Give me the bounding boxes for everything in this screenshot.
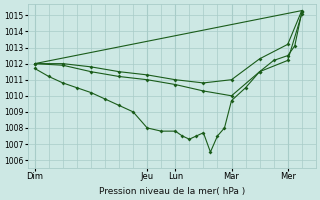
X-axis label: Pression niveau de la mer( hPa ): Pression niveau de la mer( hPa ): [99, 187, 245, 196]
